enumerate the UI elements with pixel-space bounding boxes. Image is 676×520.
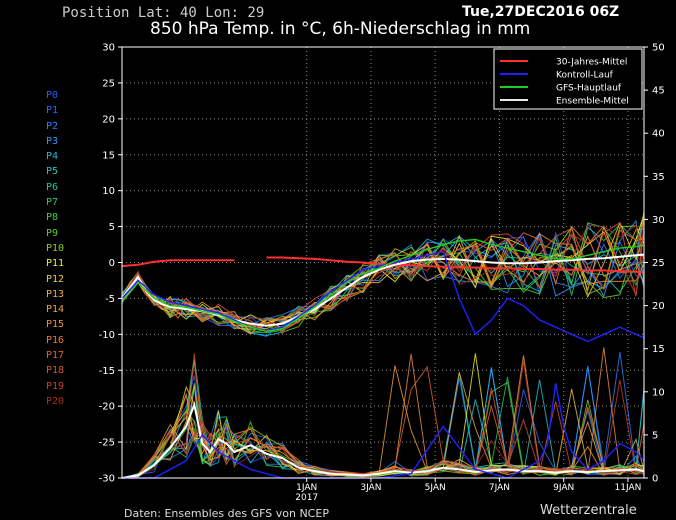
x-tick-label: 9JAN bbox=[553, 483, 574, 493]
member-label-p7: P7 bbox=[46, 197, 59, 209]
ensemble-member-list: P0 P1 P2 P3 P4 P5 P6 P7 P8 P9 P10 P11 P12 P13 P14 P15 P1… bbox=[46, 88, 64, 409]
main-series-lines bbox=[121, 238, 645, 479]
legend-label: Kontroll-Lauf bbox=[556, 71, 614, 81]
y-left-tick-label: 15 bbox=[102, 150, 115, 161]
y-right-tick-label: 25 bbox=[652, 258, 665, 269]
member-label-p0: P0 bbox=[46, 90, 59, 101]
series-line bbox=[121, 253, 645, 327]
member-label-p10: P10 bbox=[46, 242, 65, 254]
brand-label: Wetterzentrale bbox=[540, 503, 637, 518]
member-label-p9: P9 bbox=[46, 227, 59, 239]
member-label-p8: P8 bbox=[46, 212, 59, 224]
member-label-p19: P19 bbox=[46, 380, 65, 392]
member-label-p14: P14 bbox=[46, 304, 65, 316]
x-tick-label: 5JAN bbox=[425, 483, 446, 493]
run-date: Tue,27DEC2016 06Z bbox=[462, 4, 620, 20]
series-line bbox=[121, 238, 645, 333]
member-label-p2: P2 bbox=[46, 120, 59, 132]
y-left-tick-label: -5 bbox=[105, 294, 115, 305]
x-tick-sublabel: 2017 bbox=[295, 493, 318, 503]
y-left-tick-label: 0 bbox=[109, 258, 115, 269]
y-left-tick-label: -20 bbox=[99, 402, 115, 413]
member-temp-line bbox=[121, 225, 645, 327]
member-label-p6: P6 bbox=[46, 181, 59, 193]
y-right-tick-label: 20 bbox=[652, 301, 665, 312]
y-left-tick-label: -15 bbox=[99, 366, 115, 377]
y-right-tick-label: 45 bbox=[652, 86, 665, 97]
legend-label: Ensemble-Mittel bbox=[556, 97, 629, 107]
member-temp-line bbox=[121, 233, 645, 332]
y-left-tick-label: 25 bbox=[102, 78, 115, 89]
member-label-p11: P11 bbox=[46, 258, 65, 270]
member-label-p18: P18 bbox=[46, 365, 65, 377]
chart-title: 850 hPa Temp. in °C, 6h-Niederschlag in … bbox=[150, 19, 531, 39]
x-tick-label: 7JAN bbox=[489, 483, 510, 493]
y-right-tick-label: 15 bbox=[652, 344, 665, 355]
series-line bbox=[122, 383, 645, 479]
y-right-tick-label: 50 bbox=[652, 43, 665, 54]
member-temp-line bbox=[121, 224, 645, 335]
member-label-p13: P13 bbox=[46, 288, 65, 300]
series-line bbox=[121, 401, 645, 479]
series-line bbox=[121, 259, 235, 268]
data-source-note: Daten: Ensembles des GFS von NCEP bbox=[124, 507, 329, 520]
series-line bbox=[266, 256, 645, 274]
member-label-p1: P1 bbox=[46, 105, 59, 117]
member-temp-line bbox=[121, 224, 645, 327]
member-label-p5: P5 bbox=[46, 166, 59, 178]
legend-label: 30-Jahres-Mittel bbox=[556, 58, 627, 68]
position-readout: Position Lat: 40 Lon: 29 bbox=[62, 5, 265, 21]
member-label-p16: P16 bbox=[46, 334, 65, 346]
member-label-p4: P4 bbox=[46, 151, 59, 163]
y-left-tick-label: 30 bbox=[102, 43, 115, 54]
y-right-tick-label: 40 bbox=[652, 129, 665, 140]
x-tick-label: 11JAN bbox=[615, 483, 642, 493]
y-right-tick-label: 10 bbox=[652, 387, 665, 398]
axes: -30 -25 -20 -15 -10 -5 0 5 10 15 20 25 30 0 5 10 15 20 25 3… bbox=[99, 43, 665, 504]
y-left-tick-label: 20 bbox=[102, 114, 115, 125]
y-left-tick-label: -25 bbox=[99, 438, 115, 449]
y-left-tick-label: -30 bbox=[99, 474, 115, 485]
x-tick-label: 1JAN bbox=[296, 483, 317, 493]
member-label-p15: P15 bbox=[46, 319, 65, 331]
y-left-tick-label: -10 bbox=[99, 330, 115, 341]
y-right-tick-label: 5 bbox=[652, 430, 658, 441]
y-right-tick-label: 35 bbox=[652, 172, 665, 183]
member-label-p3: P3 bbox=[46, 135, 59, 147]
member-label-p12: P12 bbox=[46, 273, 65, 285]
member-label-p17: P17 bbox=[46, 350, 65, 362]
y-right-tick-label: 30 bbox=[652, 215, 665, 226]
member-temp-line bbox=[121, 212, 645, 335]
y-left-tick-label: 5 bbox=[109, 222, 115, 233]
legend: 30-Jahres-Mittel Kontroll-Lauf GFS-Hauptla… bbox=[493, 48, 643, 110]
member-label-p20: P20 bbox=[46, 395, 65, 407]
y-left-tick-label: 10 bbox=[102, 186, 115, 197]
member-precip-line bbox=[121, 353, 645, 479]
x-tick-label: 3JAN bbox=[360, 483, 381, 493]
legend-label: GFS-Hauptlauf bbox=[556, 84, 622, 94]
y-right-tick-label: 0 bbox=[652, 474, 658, 485]
